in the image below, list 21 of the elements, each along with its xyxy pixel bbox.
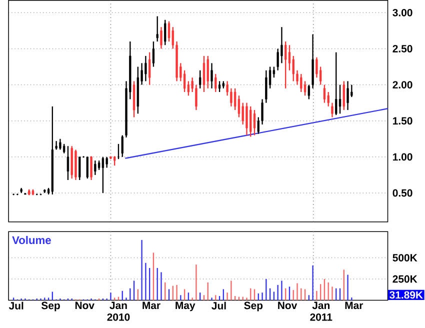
x-tick-label: Nov bbox=[75, 302, 94, 310]
x-tick-label: Mar bbox=[345, 302, 364, 310]
x-tick-label: Jul bbox=[8, 302, 24, 310]
y-tick-label: 3.00 bbox=[392, 9, 412, 17]
x-tick-label: Jan 2011 bbox=[310, 302, 332, 322]
y-tick-label: 1.50 bbox=[393, 117, 412, 125]
y-tick-label: 2.00 bbox=[392, 81, 412, 89]
y-tick-label: 0.50 bbox=[392, 189, 412, 197]
x-tick-label: Jul bbox=[212, 302, 226, 310]
x-tick-label: Nov bbox=[278, 302, 298, 310]
x-tick-label: Jan 2010 bbox=[107, 302, 130, 322]
x-tick-label: Sep bbox=[41, 302, 60, 312]
x-tick-label: May bbox=[176, 302, 196, 312]
x-tick-label: Mar bbox=[142, 302, 160, 310]
y-tick-label: 2.50 bbox=[392, 45, 412, 53]
y-tick-label: 1.00 bbox=[393, 153, 412, 161]
text: 31.89K bbox=[390, 291, 423, 299]
x-tick-label: Sep bbox=[244, 302, 263, 312]
y-tick-label: 500K bbox=[392, 254, 418, 262]
y-tick-label: 250K bbox=[392, 275, 418, 283]
chart-title: Volume bbox=[12, 236, 51, 244]
